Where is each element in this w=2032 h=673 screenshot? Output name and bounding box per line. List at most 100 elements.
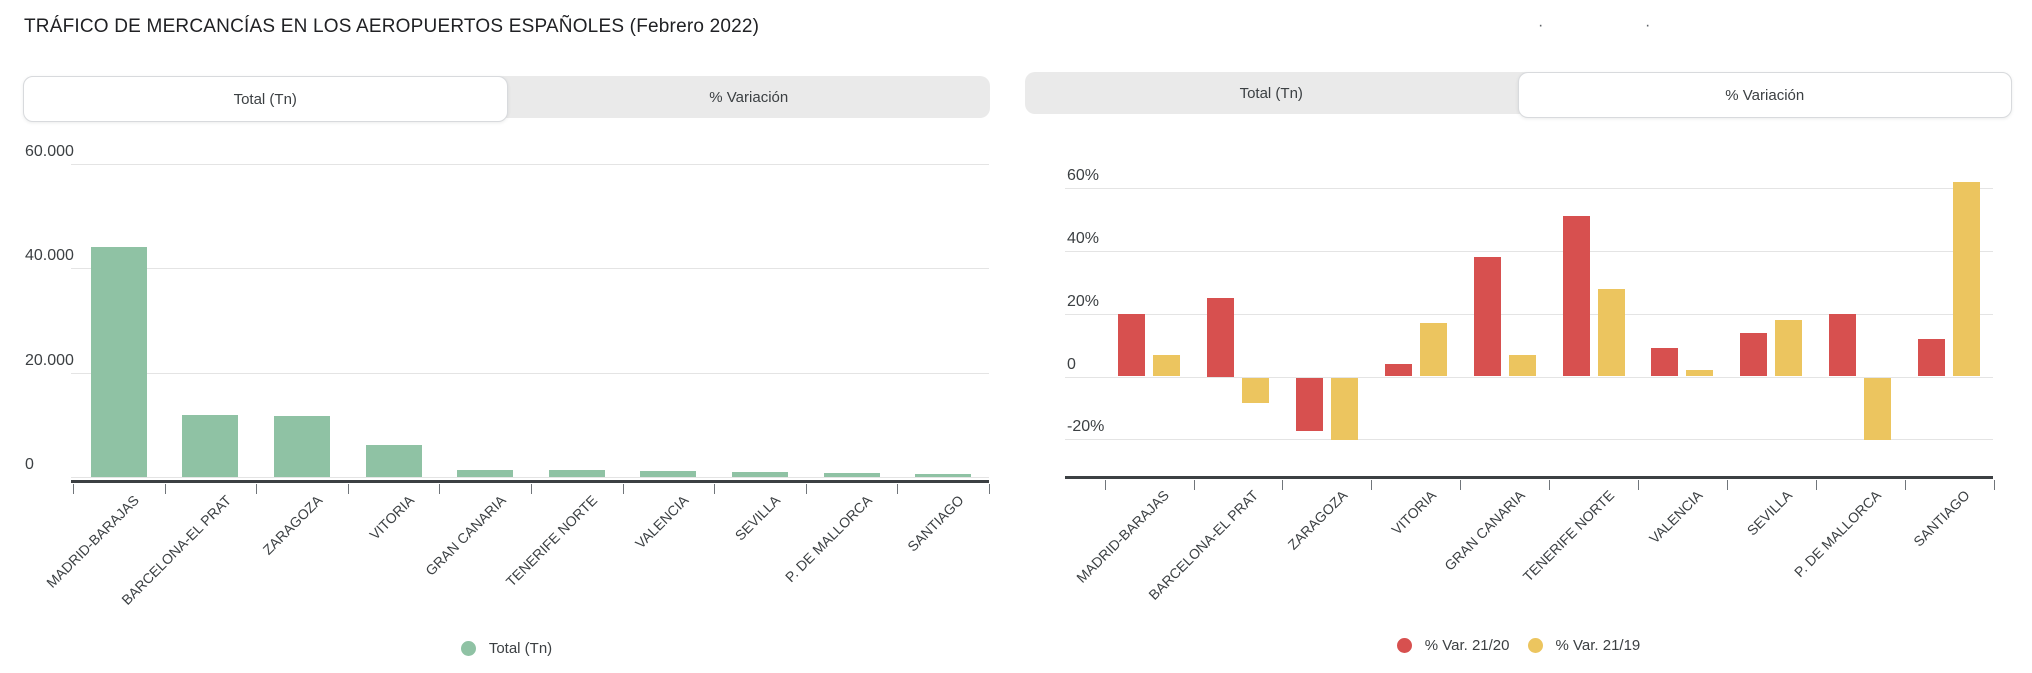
bar-total-tn-valencia[interactable] [640,470,697,477]
bar-total-tn-vitoria[interactable] [365,445,422,477]
legend-label-var-21-19: % Var. 21/19 [1555,637,1641,654]
bar-var-21-20-zaragoza[interactable] [1295,377,1323,431]
gridline [1065,250,1993,252]
legend-swatch-total-tn [460,641,476,656]
total-tn-panel: TRÁFICO DE MERCANCÍAS EN LOS AEROPUERTOS… [23,0,990,673]
y-tick-label-0: 0 [1067,355,1076,373]
bar-var-21-20-vitoria[interactable] [1384,363,1412,377]
bar-total-tn-madrid-barajas[interactable] [90,247,147,477]
x-category-label-santiago: SANTIAGO [1909,487,1973,550]
x-axis-tick [1815,480,1817,490]
legend-label-total-tn: Total (Tn) [488,640,553,657]
bar-var-21-20-santiago[interactable] [1918,338,1946,377]
x-axis-tick [347,484,349,494]
bar-var-21-20-gran-canaria[interactable] [1473,257,1501,377]
bar-total-tn-santiago[interactable] [915,474,972,477]
bar-var-21-19-zaragoza[interactable] [1330,377,1358,441]
bar-var-21-19-vitoria[interactable] [1419,323,1447,377]
bar-var-21-19-santiago[interactable] [1953,181,1981,377]
title-artifact-mark: · [1538,17,1544,34]
bar-var-21-20-tenerife-norte[interactable] [1562,216,1590,377]
right-tab-variacion[interactable]: % Variación [1517,72,2012,118]
bar-var-21-20-p-de-mallorca[interactable] [1829,313,1857,377]
right-legend: % Var. 21/20 % Var. 21/19 [1025,637,2012,654]
x-category-label-gran-canaria: GRAN CANARIA [1441,487,1528,574]
bar-var-21-19-gran-canaria[interactable] [1508,354,1536,377]
bar-total-tn-p-de-mallorca[interactable] [823,472,880,477]
x-axis-tick [1371,480,1373,490]
legend-item-var-21-20: % Var. 21/20 [1396,637,1510,654]
x-category-label-valencia: VALENCIA [1646,487,1706,547]
y-tick-label-20: -20% [1067,418,1105,436]
bar-total-tn-tenerife-norte[interactable] [548,470,605,477]
left-tab-total-tn[interactable]: Total (Tn) [23,76,508,122]
x-axis-tick [1726,480,1728,490]
legend-label-var-21-20: % Var. 21/20 [1424,637,1510,654]
bar-total-tn-zaragoza[interactable] [274,416,330,477]
x-axis-tick [714,484,716,494]
x-axis-tick [73,484,74,494]
x-axis-tick [805,484,807,494]
legend-item-total-tn: Total (Tn) [460,640,553,657]
x-axis-tick [439,484,441,494]
right-tab-strip: Total (Tn) % Variación [1025,72,2012,118]
bar-var-21-19-madrid-barajas[interactable] [1153,354,1181,377]
x-category-label-madrid-barajas: MADRID-BARAJAS [1073,487,1173,586]
bar-var-21-20-sevilla[interactable] [1740,332,1768,377]
x-axis-tick [622,484,624,494]
x-axis-tick [1460,480,1462,490]
left-legend: Total (Tn) [23,640,990,657]
page-title: TRÁFICO DE MERCANCÍAS EN LOS AEROPUERTOS… [24,16,760,37]
bar-var-21-20-valencia[interactable] [1651,348,1679,377]
x-axis-tick [1904,480,1906,490]
x-category-label-valencia: VALENCIA [632,492,692,552]
x-axis-tick [1282,480,1284,490]
right-tab-total-tn[interactable]: Total (Tn) [1239,84,1303,102]
x-category-label-p-de-mallorca: P. DE MALLORCA [781,492,875,586]
y-tick-label-40-000: 40.000 [25,247,74,264]
x-axis-tick [1993,480,1995,490]
x-axis-tick [1193,480,1195,490]
legend-item-var-21-19: % Var. 21/19 [1527,637,1641,654]
legend-swatch-var-21-20 [1396,638,1412,653]
gridline [71,477,989,478]
x-axis-tick [1549,480,1551,490]
x-category-label-sevilla: SEVILLA [731,492,784,544]
y-tick-label-0: 0 [25,456,34,473]
total-tn-chart: 0 20.000 40.000 60.000 MADRID-BARAJAS BARCELO… [23,0,990,673]
y-tick-label-40: 40% [1067,229,1100,247]
x-category-label-tenerife-norte: TENERIFE NORTE [502,492,601,590]
left-tab-variacion[interactable]: % Variación [709,88,789,106]
gridline [1065,313,1993,315]
gridline [1065,376,1993,378]
x-category-label-tenerife-norte: TENERIFE NORTE [1519,487,1617,585]
y-tick-label-20: 20% [1067,292,1100,310]
x-axis-tick [1104,480,1106,490]
variacion-panel: · · Total (Tn) % Variación -20% 0 20% 40% 60… [1025,0,2012,673]
bar-var-21-19-sevilla[interactable] [1775,319,1803,377]
y-tick-label-60: 60% [1067,167,1100,185]
bar-total-tn-sevilla[interactable] [732,471,788,477]
bar-total-tn-gran-canaria[interactable] [457,469,514,477]
x-axis-tick [989,484,990,494]
bar-var-21-19-barcelona-el-prat[interactable] [1241,377,1269,403]
gridline [1065,439,1993,441]
bar-var-21-20-madrid-barajas[interactable] [1118,313,1146,377]
y-tick-label-20-000: 20.000 [25,351,74,369]
legend-swatch-var-21-19 [1527,638,1543,653]
bar-var-21-19-valencia[interactable] [1686,370,1714,377]
x-category-label-vitoria: VITORIA [366,492,417,543]
gridline [71,163,989,165]
bar-total-tn-barcelona-el-prat[interactable] [182,415,239,477]
gridline [71,372,989,374]
x-axis-line [1065,476,1993,479]
x-category-label-madrid-barajas: MADRID-BARAJAS [43,492,143,591]
bar-var-21-20-barcelona-el-prat[interactable] [1206,298,1234,377]
x-axis-tick [164,484,166,494]
bar-var-21-19-tenerife-norte[interactable] [1597,288,1625,377]
x-axis-line [71,480,989,483]
x-category-label-zaragoza: ZARAGOZA [259,492,326,558]
bar-var-21-19-p-de-mallorca[interactable] [1864,377,1892,441]
x-category-label-p-de-mallorca: P. DE MALLORCA [1790,487,1884,581]
